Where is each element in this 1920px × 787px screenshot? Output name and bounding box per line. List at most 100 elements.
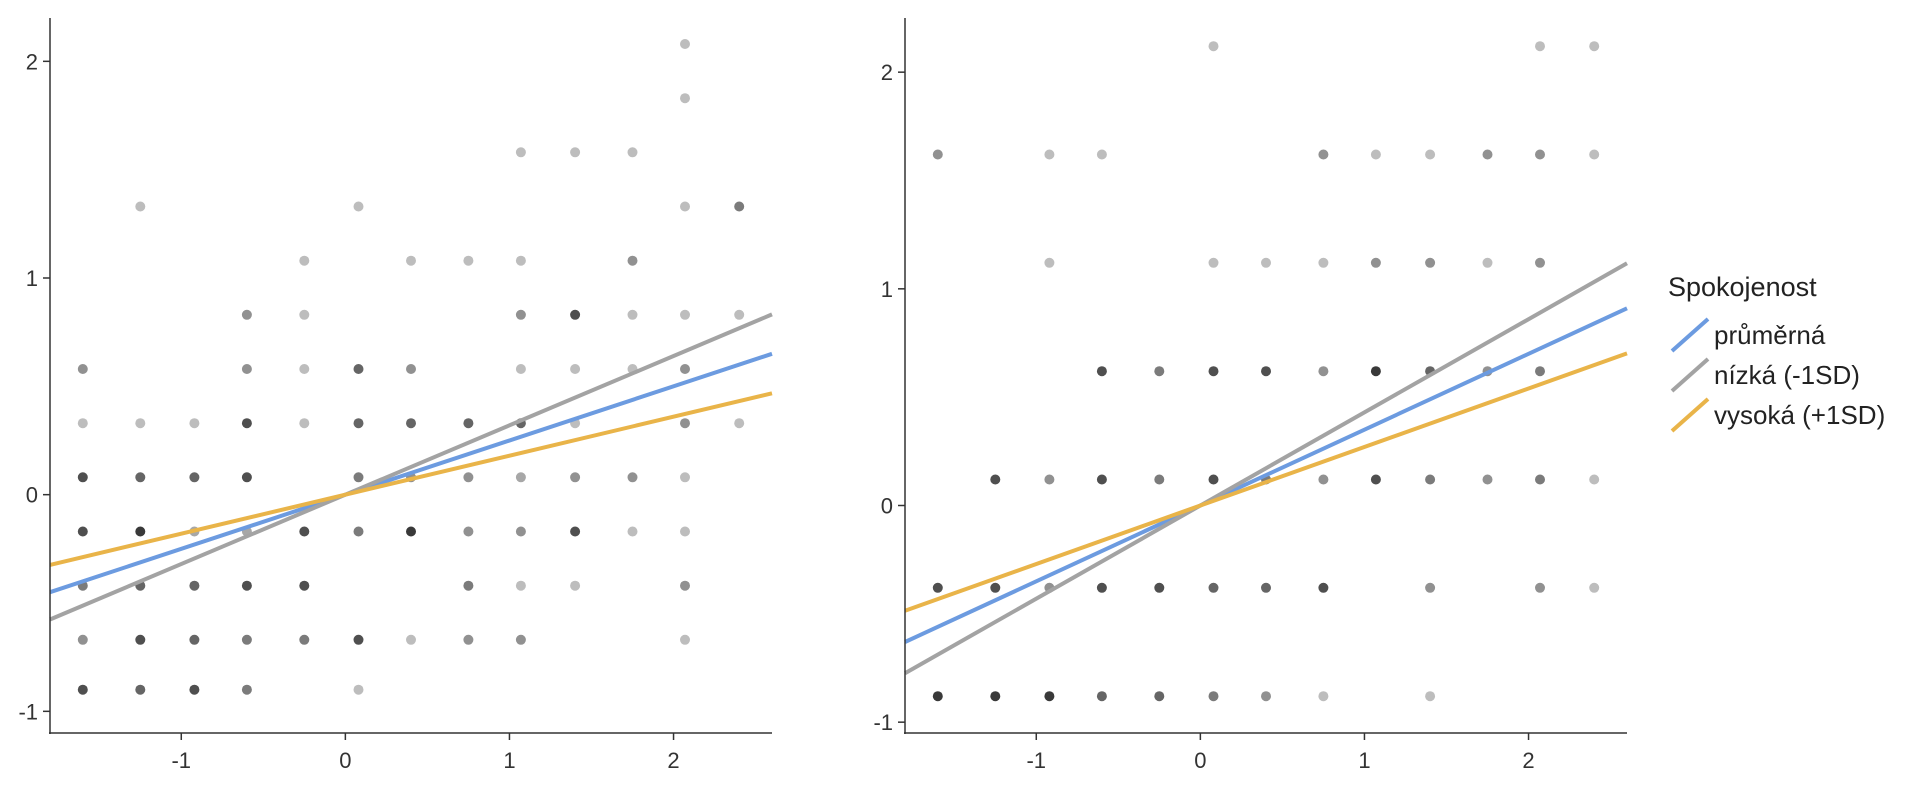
data-point xyxy=(680,526,690,537)
data-point xyxy=(680,634,690,645)
data-point xyxy=(627,309,638,320)
y-tick-label: 2 xyxy=(881,60,893,85)
y-tick-label: 1 xyxy=(881,277,893,302)
data-point xyxy=(680,580,690,591)
data-point xyxy=(680,309,690,320)
data-point xyxy=(515,634,526,645)
data-point xyxy=(570,526,581,537)
data-point xyxy=(1154,582,1165,593)
data-point xyxy=(353,364,364,374)
data-point xyxy=(1425,474,1436,485)
data-point xyxy=(627,526,638,537)
data-point xyxy=(1589,149,1600,160)
data-point xyxy=(241,418,252,429)
y-tick-label: 1 xyxy=(26,266,38,291)
data-point xyxy=(1208,366,1219,377)
data-point xyxy=(241,364,252,374)
legend-key-prumerna xyxy=(1670,317,1710,353)
legend-key-vysoka xyxy=(1670,397,1710,433)
data-point xyxy=(570,364,581,374)
data-point xyxy=(1318,474,1329,485)
data-point xyxy=(353,634,364,645)
data-point xyxy=(1535,149,1545,160)
data-point xyxy=(135,472,146,483)
data-point xyxy=(1318,257,1329,268)
legend-label-prumerna: průměrná xyxy=(1714,319,1826,350)
data-point xyxy=(1208,257,1219,268)
data-point xyxy=(77,472,88,483)
data-point xyxy=(1535,41,1545,52)
legend-item-vysoka: vysoká (+1SD) xyxy=(1668,395,1920,435)
data-point xyxy=(1535,582,1545,593)
x-tick-label: 2 xyxy=(1522,748,1534,773)
data-point xyxy=(241,684,252,695)
data-point xyxy=(1370,257,1381,268)
legend-item-nizka: nízká (-1SD) xyxy=(1668,355,1920,395)
data-point xyxy=(932,582,943,593)
regression-line xyxy=(904,261,1628,675)
data-point xyxy=(1370,474,1381,485)
data-point xyxy=(353,526,364,537)
data-point xyxy=(406,364,416,374)
data-point xyxy=(77,418,88,429)
data-point xyxy=(570,472,581,483)
data-point xyxy=(299,526,310,537)
data-point xyxy=(189,418,200,429)
x-tick-label: 1 xyxy=(1358,748,1370,773)
data-point xyxy=(241,472,252,483)
data-point xyxy=(570,309,581,320)
y-tick-label: 0 xyxy=(881,494,893,519)
data-point xyxy=(515,472,526,483)
legend-item-prumerna: průměrná xyxy=(1668,315,1920,355)
data-point xyxy=(1096,582,1107,593)
data-point xyxy=(1044,257,1055,268)
data-point xyxy=(353,472,364,483)
data-point xyxy=(680,364,690,374)
data-point xyxy=(241,309,252,320)
legend-label-vysoka: vysoká (+1SD) xyxy=(1714,399,1886,430)
data-point xyxy=(406,255,416,266)
data-point xyxy=(299,255,310,266)
regression-line xyxy=(49,391,773,567)
data-point xyxy=(77,526,88,537)
panel-2: -1 0 1 2 -1 0 1 2 xyxy=(873,18,1628,773)
data-point xyxy=(1044,149,1055,160)
data-point xyxy=(1370,149,1381,160)
data-point xyxy=(932,149,943,160)
data-point xyxy=(1318,691,1329,702)
x-tick-label: -1 xyxy=(1026,748,1046,773)
data-point xyxy=(680,418,690,429)
data-point xyxy=(1318,149,1329,160)
legend-key-nizka xyxy=(1670,357,1710,393)
legend-title: Spokojenost xyxy=(1668,272,1817,302)
y-tick-label: -1 xyxy=(873,710,893,735)
data-point xyxy=(1096,691,1107,702)
data-point xyxy=(1096,474,1107,485)
data-point xyxy=(680,39,690,49)
data-point xyxy=(990,474,1001,485)
data-point xyxy=(299,418,310,429)
data-point xyxy=(515,526,526,537)
data-point xyxy=(463,526,474,537)
data-point xyxy=(734,309,745,320)
x-tick-label: -1 xyxy=(171,748,191,773)
legend-label-nizka: nízká (-1SD) xyxy=(1714,359,1860,390)
regression-line xyxy=(49,312,773,622)
data-point xyxy=(990,582,1001,593)
data-point xyxy=(1208,691,1219,702)
data-point xyxy=(1535,257,1545,268)
regression-line xyxy=(49,351,773,595)
data-point xyxy=(1425,582,1436,593)
data-point xyxy=(515,309,526,320)
data-point xyxy=(135,418,146,429)
data-point xyxy=(1535,474,1545,485)
data-point xyxy=(1370,366,1381,377)
data-point xyxy=(1318,366,1329,377)
data-point xyxy=(515,580,526,591)
data-point xyxy=(570,147,581,158)
data-point xyxy=(515,255,526,266)
data-point xyxy=(77,634,88,645)
data-point xyxy=(1154,474,1165,485)
data-point xyxy=(1482,149,1493,160)
